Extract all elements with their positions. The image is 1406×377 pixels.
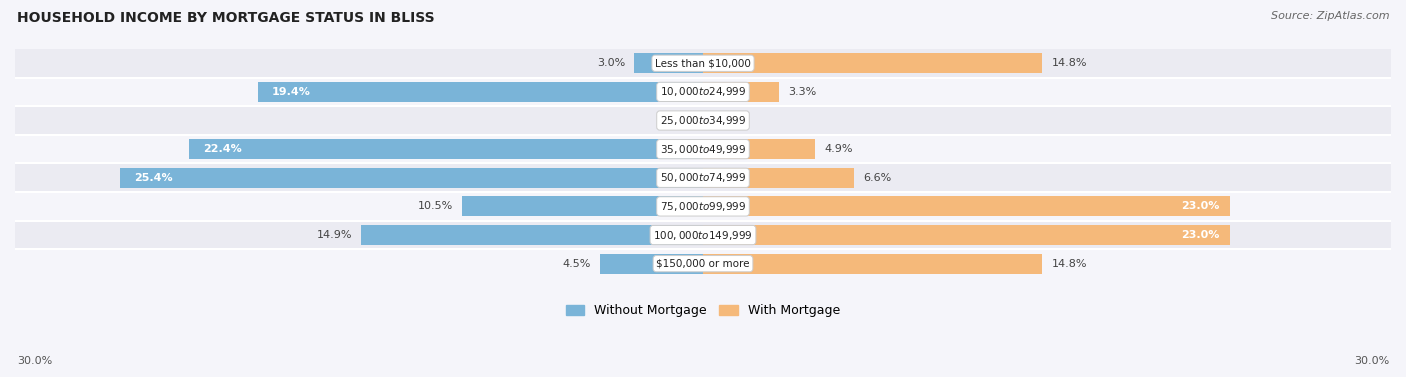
Text: 23.0%: 23.0%	[1181, 230, 1219, 240]
Bar	[15, 135, 1391, 164]
Text: 14.8%: 14.8%	[1052, 259, 1087, 269]
Legend: Without Mortgage, With Mortgage: Without Mortgage, With Mortgage	[561, 299, 845, 322]
Text: 4.5%: 4.5%	[562, 259, 591, 269]
Text: 10.5%: 10.5%	[418, 201, 453, 211]
Text: $35,000 to $49,999: $35,000 to $49,999	[659, 143, 747, 156]
Bar	[361, 225, 703, 245]
Text: 0.0%: 0.0%	[713, 115, 741, 126]
Text: 30.0%: 30.0%	[1354, 356, 1389, 366]
Text: Source: ZipAtlas.com: Source: ZipAtlas.com	[1271, 11, 1389, 21]
Text: $150,000 or more: $150,000 or more	[657, 259, 749, 269]
Text: 23.0%: 23.0%	[1181, 201, 1219, 211]
Text: 30.0%: 30.0%	[17, 356, 52, 366]
Text: 6.6%: 6.6%	[863, 173, 891, 183]
Bar	[15, 192, 1391, 221]
Text: 3.3%: 3.3%	[787, 87, 815, 97]
Text: HOUSEHOLD INCOME BY MORTGAGE STATUS IN BLISS: HOUSEHOLD INCOME BY MORTGAGE STATUS IN B…	[17, 11, 434, 25]
Bar	[15, 164, 1391, 192]
Text: $75,000 to $99,999: $75,000 to $99,999	[659, 200, 747, 213]
Bar	[121, 168, 703, 188]
Text: Less than $10,000: Less than $10,000	[655, 58, 751, 68]
Bar	[703, 53, 1042, 73]
Text: $25,000 to $34,999: $25,000 to $34,999	[659, 114, 747, 127]
Text: 3.0%: 3.0%	[596, 58, 626, 68]
Text: 19.4%: 19.4%	[271, 87, 311, 97]
Text: $100,000 to $149,999: $100,000 to $149,999	[654, 228, 752, 242]
Bar	[15, 106, 1391, 135]
Bar	[600, 254, 703, 274]
Bar	[703, 196, 1230, 216]
Bar	[703, 168, 855, 188]
Bar	[703, 225, 1230, 245]
Bar	[15, 221, 1391, 249]
Bar	[463, 196, 703, 216]
Text: 0.0%: 0.0%	[665, 115, 693, 126]
Bar	[15, 49, 1391, 78]
Text: 4.9%: 4.9%	[824, 144, 853, 154]
Bar	[15, 249, 1391, 278]
Text: 22.4%: 22.4%	[202, 144, 242, 154]
Bar	[259, 82, 703, 102]
Bar	[634, 53, 703, 73]
Text: $10,000 to $24,999: $10,000 to $24,999	[659, 85, 747, 98]
Bar	[703, 139, 815, 159]
Bar	[703, 254, 1042, 274]
Bar	[703, 82, 779, 102]
Text: 14.8%: 14.8%	[1052, 58, 1087, 68]
Text: 14.9%: 14.9%	[316, 230, 352, 240]
Text: 25.4%: 25.4%	[134, 173, 173, 183]
Text: $50,000 to $74,999: $50,000 to $74,999	[659, 171, 747, 184]
Bar	[15, 78, 1391, 106]
Bar	[190, 139, 703, 159]
